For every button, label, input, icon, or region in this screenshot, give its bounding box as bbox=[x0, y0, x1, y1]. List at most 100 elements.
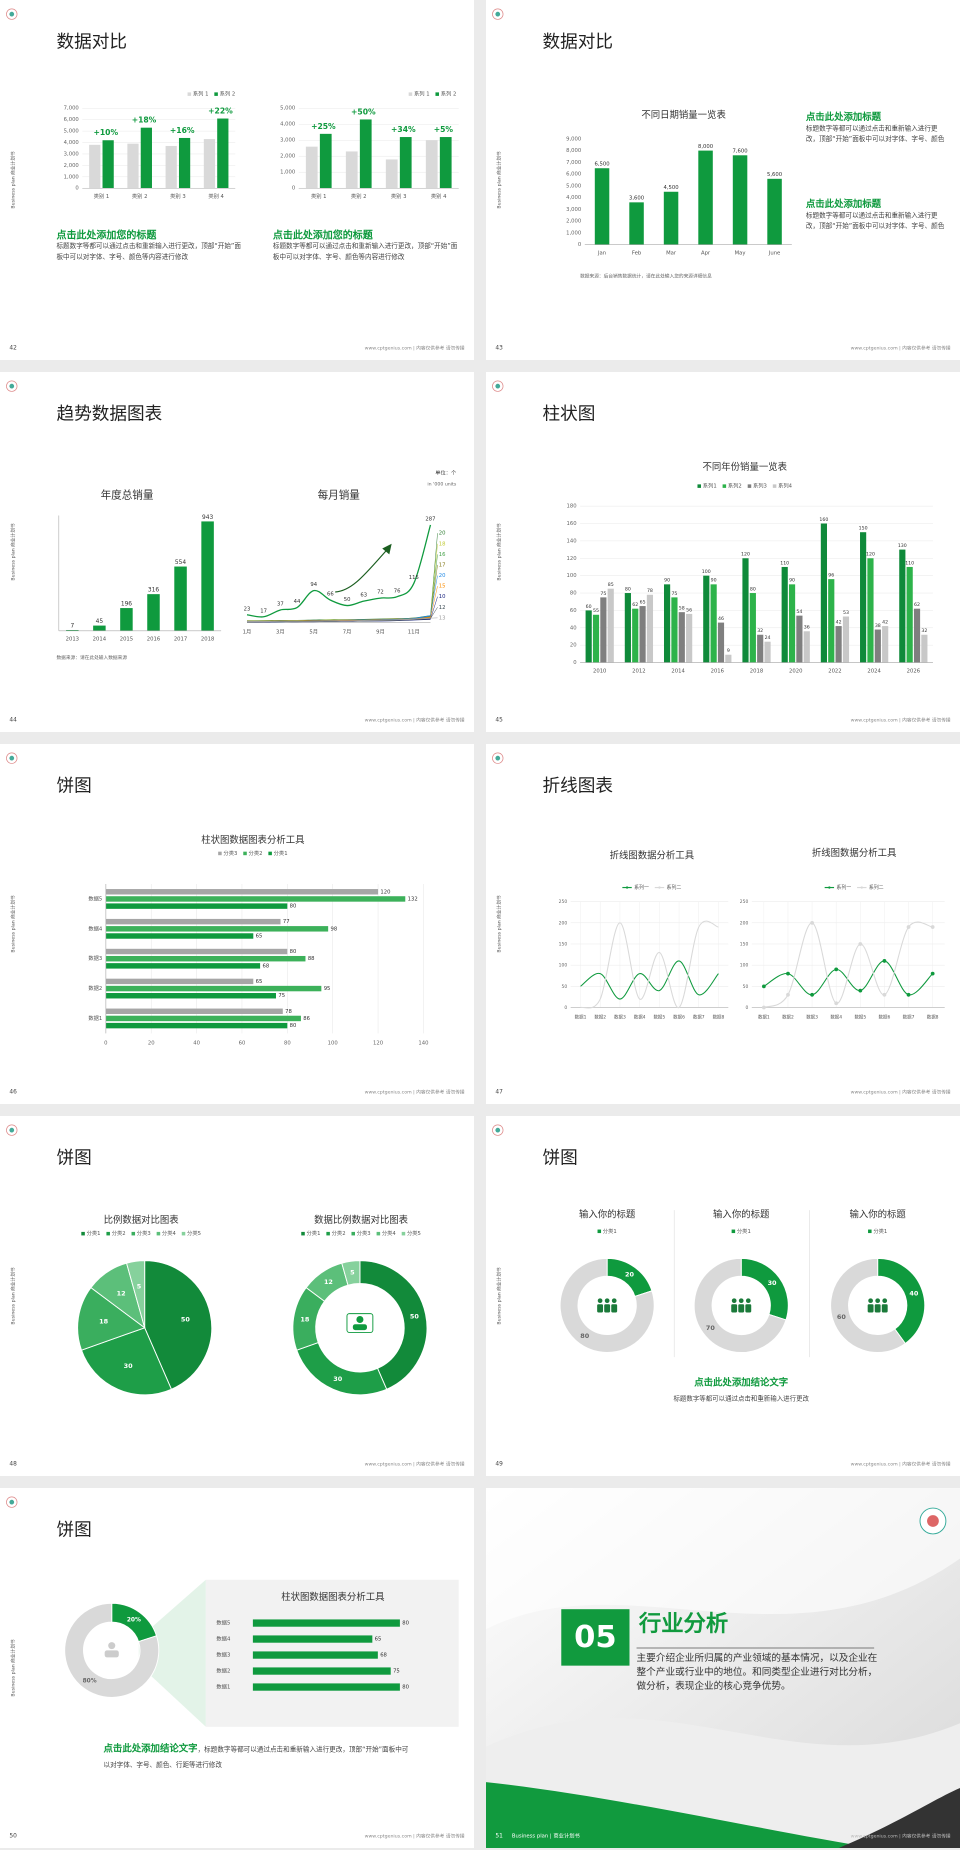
marker bbox=[810, 992, 814, 997]
bar bbox=[725, 654, 732, 663]
bar bbox=[710, 584, 717, 663]
tagline: Business plan | 商业计划书 bbox=[512, 1832, 581, 1840]
x-tick-label: 类别 2 bbox=[351, 192, 367, 200]
x-tick-label: 120 bbox=[373, 1040, 384, 1046]
y-tick-label: 200 bbox=[559, 920, 568, 926]
y-tick-label: 5,000 bbox=[566, 183, 582, 189]
text-box: 数据来源：请在此处输入数据来源 bbox=[56, 654, 127, 660]
legend-label: 系列2 bbox=[728, 482, 742, 490]
slice bbox=[359, 1260, 428, 1390]
bar bbox=[105, 978, 254, 985]
data-label: 110 bbox=[780, 560, 789, 566]
slide-number: 50 bbox=[9, 1834, 17, 1840]
slide-number: 48 bbox=[9, 1462, 17, 1468]
slide-number: 46 bbox=[9, 1090, 17, 1096]
x-tick-label: 5月 bbox=[309, 628, 318, 635]
y-tick-label: 60 bbox=[570, 608, 577, 614]
data-label: 85 bbox=[608, 582, 614, 588]
bar bbox=[757, 634, 764, 663]
leader-line bbox=[430, 575, 438, 616]
y-tick-label: 3,000 bbox=[280, 138, 296, 144]
data-label: 62 bbox=[914, 602, 920, 608]
legend-swatch bbox=[351, 1231, 356, 1236]
legend-label: 分类3 bbox=[223, 849, 237, 857]
y-tick-label: 4,000 bbox=[64, 140, 80, 146]
footer: www.cptgenius.com | 内容仅供参考 请勿传播 bbox=[365, 717, 465, 724]
data-label: 80 bbox=[750, 586, 756, 592]
y-tick-label: 20 bbox=[570, 643, 577, 649]
data-label: 5,600 bbox=[767, 172, 783, 178]
slide-title: 饼图 bbox=[56, 1519, 91, 1540]
bar bbox=[749, 593, 756, 663]
legend-label: 系列 1 bbox=[193, 90, 209, 98]
bar bbox=[867, 558, 874, 663]
data-label: 77 bbox=[283, 919, 290, 925]
legend-label: 分类5 bbox=[407, 1229, 421, 1237]
data-label: 80 bbox=[402, 1621, 409, 1627]
marker bbox=[906, 925, 911, 929]
logo-center bbox=[495, 11, 501, 17]
x-tick-label: 60 bbox=[239, 1040, 246, 1046]
marker bbox=[834, 967, 839, 972]
y-tick-label: 200 bbox=[740, 920, 749, 926]
x-tick-label: 数据2 bbox=[782, 1013, 794, 1020]
bar bbox=[742, 558, 749, 663]
conclusion: 点击此处添加结论文字，标题数字等都可以通过点击和重新输入进行更改，顶部“开始”面… bbox=[104, 1740, 410, 1774]
y-tick-label: 7,000 bbox=[64, 106, 80, 112]
x-tick-label: May bbox=[735, 250, 746, 256]
people-icon-body bbox=[731, 1304, 738, 1313]
data-label: 80 bbox=[290, 904, 297, 910]
data-label: 72 bbox=[377, 590, 384, 596]
x-tick-label: 2024 bbox=[867, 668, 881, 674]
data-label: 287 bbox=[425, 517, 435, 523]
y-tick-label: 2,000 bbox=[566, 219, 582, 225]
y-tick-label: 180 bbox=[566, 504, 577, 510]
bar bbox=[105, 963, 261, 969]
bar bbox=[842, 616, 850, 663]
slice bbox=[559, 1257, 655, 1353]
sidebar-text: Business plan 商业计划书 bbox=[9, 151, 16, 209]
bar bbox=[600, 597, 607, 663]
marker bbox=[858, 988, 863, 993]
y-tick-label: 数据5 bbox=[88, 894, 102, 902]
data-label: 18 bbox=[99, 1318, 108, 1326]
bar bbox=[594, 168, 610, 245]
bar bbox=[147, 594, 160, 631]
y-tick-label: 数据3 bbox=[216, 1651, 230, 1659]
text-box: 标题数字等都可以通过点击和重新输入进行更改，顶部“开始”面板中可以对字体、字号、… bbox=[273, 244, 457, 262]
slide-number: 43 bbox=[495, 346, 503, 352]
slice bbox=[296, 1341, 388, 1396]
text-box: 标题数字等都可以通过点击和重新输入进行更改，顶部“开始”面板中可以对字体、字号、… bbox=[805, 212, 945, 231]
marker bbox=[882, 992, 887, 997]
x-tick-label: 数据7 bbox=[903, 1013, 915, 1020]
x-tick-label: 2013 bbox=[66, 637, 79, 643]
bar bbox=[102, 140, 114, 189]
chart-title: 折线图数据分析工具 bbox=[812, 847, 897, 859]
people-icon-head bbox=[604, 1298, 610, 1304]
x-tick-label: Mar bbox=[666, 250, 677, 256]
line-series bbox=[246, 524, 432, 618]
x-tick-label: 类别 1 bbox=[311, 192, 327, 200]
block-body: 标题数字等都可以通过点击和重新输入进行更改，顶部“开始”面板中可以对字体、字号、… bbox=[805, 212, 945, 231]
legend: 分类1 分类2 分类3 分类4 分类5 bbox=[81, 1229, 201, 1237]
y-tick-label: 1,000 bbox=[280, 170, 296, 176]
data-label: 80 bbox=[625, 586, 631, 592]
x-tick-label: 数据4 bbox=[830, 1013, 842, 1020]
conclusion-body: ，标题数字等都可以通过点击和重新输入进行更改，顶部“开始”面板中可以对字体、字号… bbox=[103, 1746, 409, 1769]
bar bbox=[217, 118, 229, 189]
people-icon-body bbox=[597, 1304, 604, 1313]
bar bbox=[913, 608, 921, 663]
x-tick-label: 数据4 bbox=[634, 1013, 646, 1020]
y-tick-label: 2,000 bbox=[64, 163, 80, 169]
y-tick-label: 5,000 bbox=[64, 129, 80, 135]
data-label: 94 bbox=[310, 582, 317, 588]
data-label: 13 bbox=[439, 615, 446, 621]
block-heading: 点击此处添加您的标题 bbox=[56, 228, 157, 241]
marker bbox=[882, 959, 887, 963]
footer: www.cptgenius.com | 内容仅供参考 请勿传播 bbox=[365, 345, 465, 352]
people-icon-body bbox=[611, 1304, 618, 1313]
legend-dot bbox=[658, 886, 661, 889]
data-label: 42 bbox=[836, 619, 842, 625]
data-label: 4,500 bbox=[663, 185, 679, 191]
y-tick-label: 数据5 bbox=[216, 1619, 230, 1627]
